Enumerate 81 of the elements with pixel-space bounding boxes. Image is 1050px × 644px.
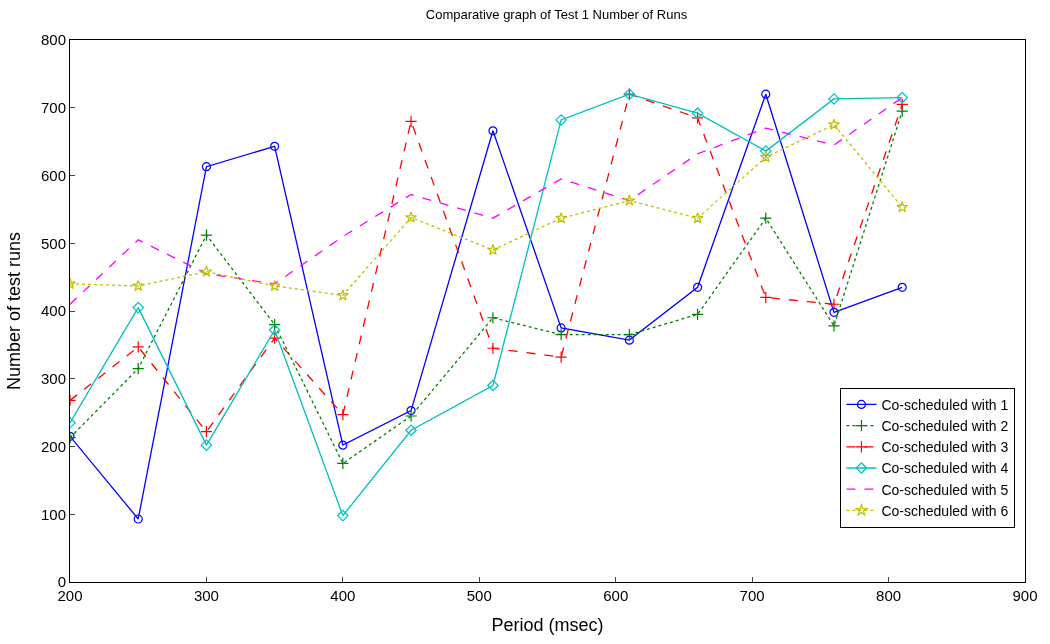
point bbox=[691, 211, 704, 224]
y-tick-label: 600 bbox=[40, 166, 66, 184]
point bbox=[132, 279, 145, 292]
point bbox=[200, 265, 213, 277]
y-tick-label: 400 bbox=[40, 302, 66, 320]
x-tick-label: 400 bbox=[330, 587, 356, 604]
point bbox=[487, 379, 499, 392]
point bbox=[555, 211, 568, 224]
point bbox=[828, 118, 840, 130]
y-tick-label: 200 bbox=[40, 437, 66, 455]
x-tick-label: 700 bbox=[739, 587, 765, 604]
point bbox=[200, 425, 213, 438]
point bbox=[759, 151, 772, 163]
point bbox=[896, 201, 909, 213]
point bbox=[132, 362, 145, 375]
y-tick-label: 100 bbox=[40, 505, 66, 523]
point bbox=[486, 311, 500, 324]
point bbox=[759, 211, 772, 225]
point bbox=[897, 282, 907, 292]
point bbox=[759, 145, 772, 157]
point bbox=[554, 350, 568, 364]
point bbox=[556, 323, 566, 333]
point bbox=[827, 319, 841, 333]
y-tick-label: 700 bbox=[40, 99, 66, 116]
point bbox=[691, 107, 704, 119]
point bbox=[623, 194, 636, 206]
x-tick-label: 800 bbox=[876, 587, 902, 604]
point bbox=[200, 228, 213, 242]
point bbox=[268, 331, 281, 345]
point bbox=[338, 440, 348, 450]
point bbox=[486, 342, 500, 355]
legend-label: Co-scheduled with 3 bbox=[881, 439, 1009, 456]
legend-label: Co-scheduled with 2 bbox=[881, 418, 1009, 435]
point bbox=[132, 301, 145, 314]
point bbox=[827, 298, 841, 311]
point bbox=[691, 308, 704, 321]
point bbox=[405, 424, 417, 437]
point bbox=[487, 243, 499, 256]
point bbox=[133, 514, 143, 524]
point bbox=[201, 162, 212, 172]
point bbox=[405, 211, 417, 223]
point bbox=[896, 91, 909, 104]
x-tick-label: 300 bbox=[193, 587, 219, 604]
x-tick-label: 900 bbox=[1012, 587, 1038, 604]
legend-label: Co-scheduled with 6 bbox=[881, 502, 1009, 519]
point bbox=[268, 318, 281, 331]
legend-label: Co-scheduled with 1 bbox=[881, 396, 1009, 413]
point bbox=[623, 328, 636, 341]
point bbox=[404, 115, 418, 128]
point bbox=[829, 307, 839, 317]
chart-title: Comparative graph of Test 1 Number of Runs bbox=[425, 6, 688, 22]
point bbox=[336, 457, 350, 470]
legend-label: Co-scheduled with 4 bbox=[881, 460, 1009, 477]
point bbox=[200, 439, 213, 451]
point bbox=[336, 408, 350, 421]
point bbox=[268, 279, 281, 292]
point bbox=[336, 289, 349, 301]
y-tick-label: 800 bbox=[40, 31, 66, 49]
x-axis-title: Period (msec) bbox=[491, 615, 604, 636]
point bbox=[555, 114, 567, 126]
point bbox=[270, 141, 280, 151]
x-tick-label: 500 bbox=[466, 587, 492, 604]
point bbox=[488, 126, 498, 136]
point bbox=[896, 98, 909, 111]
point bbox=[554, 328, 568, 341]
point bbox=[132, 340, 145, 354]
point bbox=[406, 405, 416, 416]
y-tick-label: 500 bbox=[40, 234, 66, 252]
point bbox=[624, 335, 634, 345]
point bbox=[268, 324, 281, 336]
point bbox=[759, 291, 772, 304]
point bbox=[761, 89, 771, 99]
point bbox=[404, 409, 418, 423]
point bbox=[691, 111, 704, 125]
point bbox=[692, 282, 703, 292]
x-tick-label: 600 bbox=[603, 587, 629, 604]
y-tick-label: 300 bbox=[40, 370, 66, 387]
point bbox=[828, 93, 840, 105]
legend-label: Co-scheduled with 5 bbox=[881, 481, 1009, 498]
y-axis-title: Number of test runs bbox=[4, 231, 25, 391]
point bbox=[337, 509, 349, 522]
